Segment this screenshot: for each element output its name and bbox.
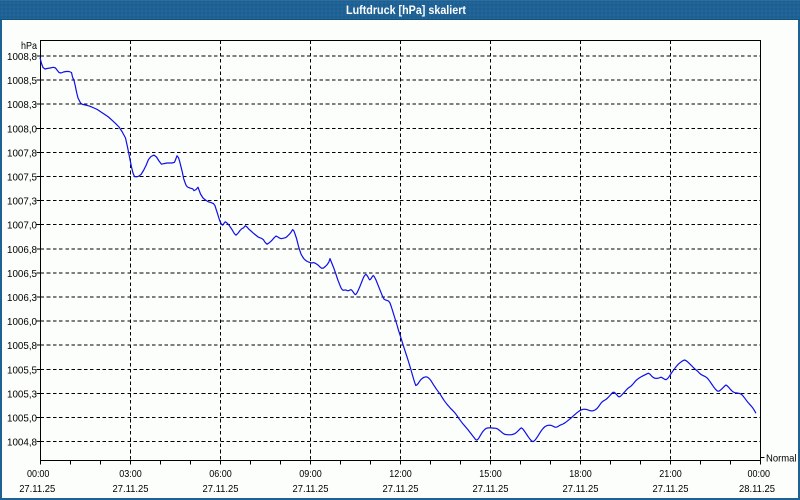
svg-text:12:00: 12:00 [389,468,412,480]
svg-text:1005,0: 1005,0 [7,413,37,425]
svg-text:27.11.25: 27.11.25 [113,483,149,495]
svg-text:27.11.25: 27.11.25 [563,483,599,495]
svg-text:1006,3: 1006,3 [7,292,37,304]
svg-text:1008,0: 1008,0 [7,123,37,135]
svg-text:1008,8: 1008,8 [7,51,37,63]
svg-text:09:00: 09:00 [299,468,322,480]
svg-text:1006,8: 1006,8 [7,244,37,256]
svg-text:1004,8: 1004,8 [7,437,37,449]
svg-text:15:00: 15:00 [479,468,502,480]
svg-text:27.11.25: 27.11.25 [473,483,509,495]
svg-text:1006,0: 1006,0 [7,316,37,328]
svg-text:00:00: 00:00 [748,468,771,480]
svg-text:1008,3: 1008,3 [7,99,37,111]
svg-text:1007,3: 1007,3 [7,196,37,208]
svg-text:Luftdruck [hPa] skaliert: Luftdruck [hPa] skaliert [346,3,466,17]
svg-text:27.11.25: 27.11.25 [203,483,239,495]
svg-text:03:00: 03:00 [119,468,142,480]
svg-text:1005,8: 1005,8 [7,340,37,352]
svg-text:27.11.25: 27.11.25 [293,483,329,495]
svg-text:1005,3: 1005,3 [7,388,37,400]
svg-text:27.11.25: 27.11.25 [383,483,419,495]
svg-text:1007,5: 1007,5 [7,172,37,184]
svg-text:27.11.25: 27.11.25 [19,483,55,495]
svg-text:1008,5: 1008,5 [7,75,37,87]
svg-text:1007,0: 1007,0 [7,220,37,232]
svg-text:00:00: 00:00 [27,468,50,480]
svg-text:28.11.25: 28.11.25 [739,483,775,495]
svg-text:1007,8: 1007,8 [7,147,37,159]
svg-text:hPa: hPa [21,40,37,52]
svg-text:1006,5: 1006,5 [7,268,37,280]
svg-text:21:00: 21:00 [659,468,682,480]
svg-text:27.11.25: 27.11.25 [653,483,689,495]
svg-text:Normal: Normal [766,453,797,465]
svg-text:06:00: 06:00 [209,468,232,480]
svg-text:1005,5: 1005,5 [7,364,37,376]
svg-text:18:00: 18:00 [569,468,592,480]
